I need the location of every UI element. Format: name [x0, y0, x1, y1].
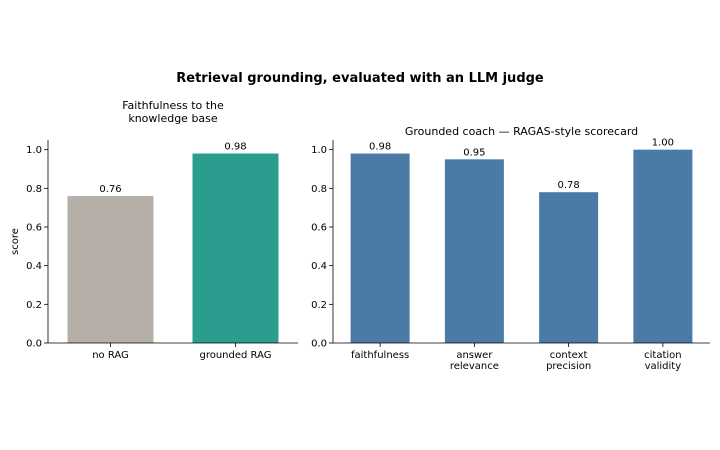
y-tick-label: 0.2 — [311, 300, 327, 311]
bar-no-rag — [67, 196, 154, 343]
faithfulness-chart: Faithfulness to the knowledge base 0.76 no … — [10, 99, 298, 361]
figure-title: Retrieval grounding, evaluated with an L… — [176, 71, 544, 86]
y-tick-label: 0.6 — [26, 223, 42, 234]
scorecard-chart: Grounded coach — RAGAS-style scorecard 0.… — [311, 125, 710, 372]
bar-grounded-rag — [192, 153, 279, 343]
y-tick-label: 0.4 — [311, 261, 327, 272]
y-tick-label: 0.8 — [311, 184, 327, 195]
y-tick-label: 1.0 — [311, 145, 327, 156]
bar-citation-validity — [633, 149, 693, 343]
y-tick-label: 0.0 — [311, 339, 327, 350]
data-label-no-rag: 0.76 — [99, 184, 121, 195]
bar-answer-relevance — [444, 159, 504, 343]
y-tick-label: 1.0 — [26, 145, 42, 156]
y-tick-label: 0.4 — [26, 261, 42, 272]
y-tick-label: 0.8 — [26, 184, 42, 195]
bar-context-precision — [539, 192, 599, 343]
x-tick-label-grounded-rag: grounded RAG — [199, 350, 271, 361]
y-axis-label: score — [10, 228, 21, 255]
data-label-citation-validity: 1.00 — [652, 138, 674, 149]
data-label-grounded-rag: 0.98 — [224, 142, 246, 153]
y-tick-label: 0.2 — [26, 300, 42, 311]
x-tick-label-context-precision: context precision — [546, 350, 591, 372]
x-tick-label-answer-relevance: answer relevance — [450, 350, 499, 372]
x-tick-label-citation-validity: citation validity — [644, 350, 681, 372]
y-tick-label: 0.6 — [311, 223, 327, 234]
y-tick-label: 0.0 — [26, 339, 42, 350]
data-label-faithfulness: 0.98 — [369, 142, 391, 153]
x-tick-label-no-rag: no RAG — [92, 350, 129, 361]
panel-title: Faithfulness to the knowledge base — [122, 99, 224, 125]
bar-faithfulness — [350, 153, 410, 343]
panel-title: Grounded coach — RAGAS-style scorecard — [405, 125, 638, 138]
x-tick-label-faithfulness: faithfulness — [351, 350, 409, 361]
data-label-answer-relevance: 0.95 — [463, 147, 485, 158]
data-label-context-precision: 0.78 — [557, 180, 579, 191]
